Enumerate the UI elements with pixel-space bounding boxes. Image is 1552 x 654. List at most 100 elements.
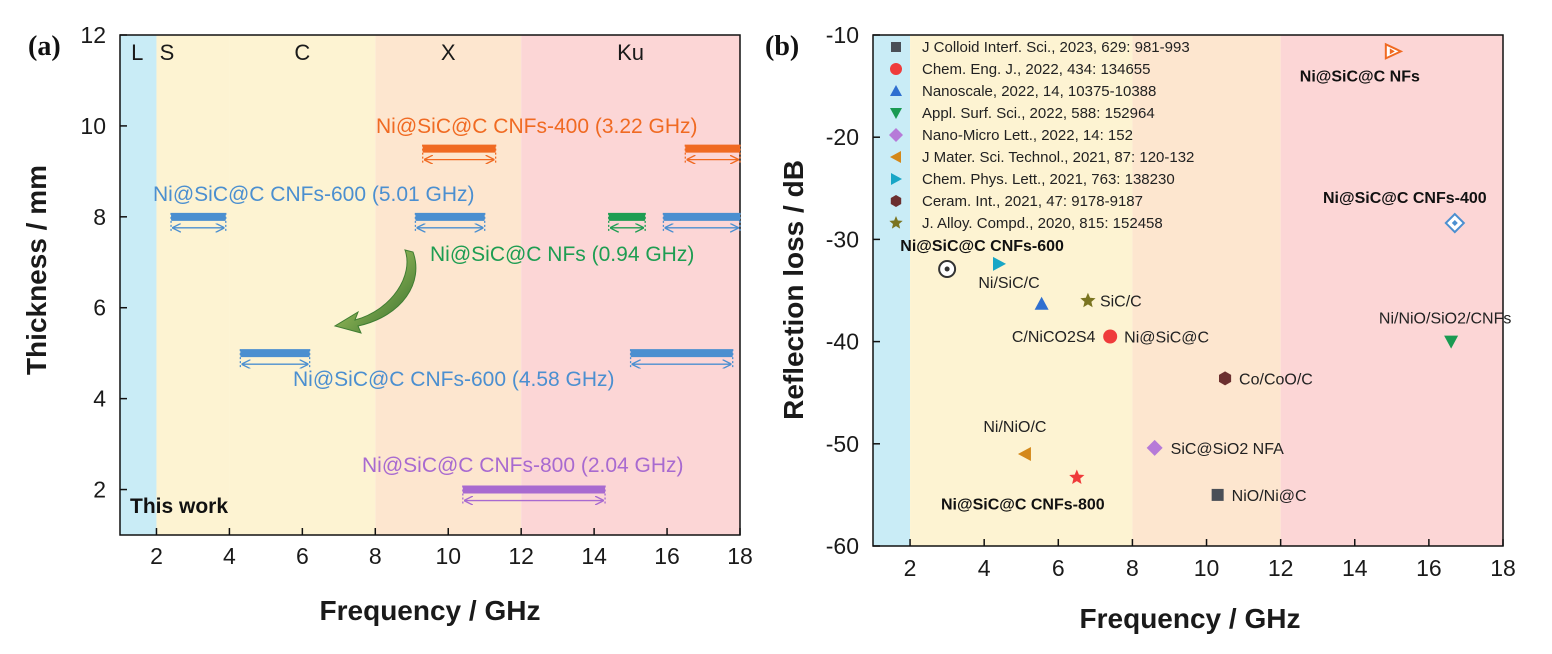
legend-marker	[891, 42, 901, 52]
legend-entry: J Mater. Sci. Technol., 2021, 87: 120-13…	[922, 149, 1194, 166]
range-bar-label: Ni@SiC@C CNFs-600 (5.01 GHz)	[153, 183, 475, 206]
data-point-core	[944, 266, 950, 272]
legend-entry: J. Alloy. Compd., 2020, 815: 152458	[922, 215, 1163, 232]
legend-entry: Nanoscale, 2022, 14, 10375-10388	[922, 83, 1156, 100]
x-tick-label: 4	[223, 543, 236, 569]
x-tick-label: 18	[1490, 555, 1516, 581]
y-tick-label: -50	[826, 431, 859, 457]
range-bar	[462, 485, 606, 504]
panel-b-point-labels: NiO/Ni@C Ni@SiC@C C/NiCO2S4 Ni/NiO/SiO2/CNF…	[900, 68, 1511, 513]
panel-a-letter: (a)	[28, 31, 61, 62]
band-s	[156, 35, 230, 535]
legend-entry: Chem. Eng. J., 2022, 434: 134655	[922, 61, 1151, 78]
panel-b-bands	[873, 35, 1503, 546]
x-tick-label: 8	[1126, 555, 1139, 581]
x-tick-label: 12	[508, 543, 534, 569]
data-point-label: Ni@SiC@C CNFs-600	[900, 238, 1064, 255]
band-label-l: L	[131, 40, 143, 65]
data-point-label: Ni@SiC@C	[1124, 329, 1209, 346]
y-tick-label: 6	[93, 295, 106, 321]
data-point-label: SiC@SiO2 NFA	[1171, 441, 1284, 458]
panel-b-ylabel: Reflection loss / dB	[778, 160, 809, 420]
panel-a-frame	[119, 34, 741, 536]
range-bar	[170, 212, 227, 231]
data-point-label: Ni/SiC/C	[978, 275, 1039, 292]
range-bar	[684, 144, 741, 163]
data-point	[993, 256, 1006, 271]
x-tick-label: 2	[904, 555, 917, 581]
y-tick-label: -30	[826, 226, 859, 252]
data-point	[1069, 469, 1085, 484]
data-point	[1384, 42, 1404, 60]
data-point-label: Co/CoO/C	[1239, 371, 1313, 388]
legend-marker	[890, 195, 902, 207]
legend-entry: J Colloid Interf. Sci., 2023, 629: 981-9…	[922, 39, 1190, 56]
x-tick-label: 16	[1416, 555, 1442, 581]
data-point	[1444, 335, 1459, 349]
band	[910, 35, 1133, 546]
range-bar	[608, 212, 646, 231]
data-point	[1218, 371, 1232, 386]
x-tick-label: 8	[369, 543, 382, 569]
y-tick-label: -40	[826, 329, 859, 355]
y-tick-label: 10	[80, 113, 106, 139]
data-point	[938, 260, 957, 279]
range-bar-label: Ni@SiC@C CNFs-400 (3.22 GHz)	[376, 115, 698, 138]
panel-b-legend: J Colloid Interf. Sci., 2023, 629: 981-9…	[889, 39, 1194, 232]
x-tick-label: 12	[1268, 555, 1294, 581]
panel-b-points	[938, 42, 1466, 501]
range-bar	[239, 349, 311, 367]
range-bar	[662, 212, 741, 231]
data-point-label: Ni@SiC@C CNFs-400	[1323, 190, 1487, 207]
data-point-label: Ni/NiO/SiO2/CNFs	[1379, 311, 1511, 328]
panel-a-xlabel: Frequency / GHz	[320, 595, 541, 626]
range-bar-label: Ni@SiC@C NFs (0.94 GHz)	[430, 243, 694, 266]
y-tick-label: 12	[80, 22, 106, 48]
data-point	[1444, 212, 1466, 234]
range-bar	[629, 349, 734, 367]
band-c	[229, 35, 376, 535]
band-label-s: S	[160, 40, 175, 65]
band	[873, 35, 911, 546]
panel-a-band-labels: L S C X Ku	[131, 40, 644, 65]
data-point-core	[1389, 48, 1395, 55]
range-bar-fill	[422, 144, 496, 153]
data-point-label: Ni/NiO/C	[983, 419, 1046, 436]
x-tick-label: 6	[1052, 555, 1065, 581]
y-tick-label: -20	[826, 124, 859, 150]
x-tick-label: 18	[727, 543, 753, 569]
y-tick-label: 2	[93, 477, 106, 503]
data-point	[1080, 292, 1096, 308]
band-ku	[521, 35, 740, 535]
panel-b-letter: (b)	[765, 31, 799, 62]
data-point	[1146, 439, 1163, 456]
legend-entry: Chem. Phys. Lett., 2021, 763: 138230	[922, 171, 1175, 188]
legend-entry: Nano-Micro Lett., 2022, 14: 152	[922, 127, 1133, 144]
band-label-ku: Ku	[617, 40, 644, 65]
band-label-c: C	[294, 40, 310, 65]
x-tick-label: 14	[581, 543, 607, 569]
range-bar-fill	[462, 485, 606, 494]
data-point	[1211, 488, 1224, 501]
x-tick-label: 14	[1342, 555, 1368, 581]
panel-b-frame	[872, 34, 1504, 547]
band-x	[375, 35, 522, 535]
panel-a-ylabel: Thickness / mm	[21, 165, 52, 375]
range-bar-fill	[240, 349, 310, 358]
curved-arrow-icon	[333, 249, 417, 334]
data-point-label: Ni@SiC@C CNFs-800	[941, 497, 1105, 514]
x-tick-label: 10	[1194, 555, 1220, 581]
data-point	[1103, 329, 1118, 344]
legend-marker	[890, 108, 902, 119]
x-tick-label: 16	[654, 543, 680, 569]
x-tick-label: 10	[435, 543, 461, 569]
range-bar	[414, 212, 486, 231]
data-point	[1034, 296, 1049, 310]
y-tick-label: 4	[93, 386, 106, 412]
data-point	[1017, 447, 1031, 462]
data-point-label: Ni@SiC@C NFs	[1300, 68, 1420, 85]
legend-marker	[890, 85, 902, 96]
range-bar-fill	[630, 349, 733, 358]
range-bar-label: Ni@SiC@C CNFs-600 (4.58 GHz)	[293, 368, 615, 391]
